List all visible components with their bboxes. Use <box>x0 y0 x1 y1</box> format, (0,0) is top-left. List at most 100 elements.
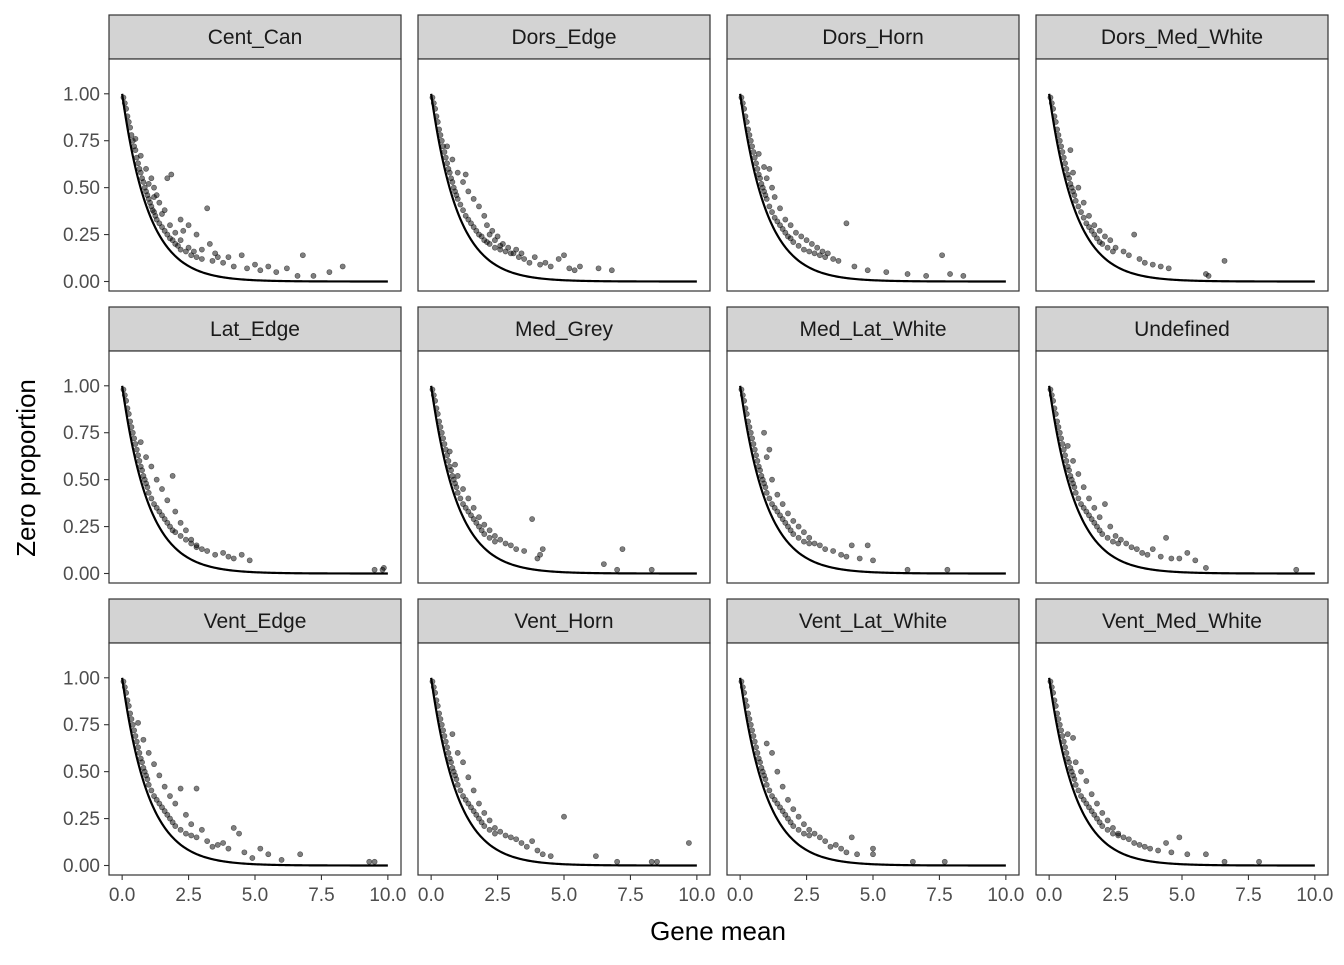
data-point <box>1059 149 1066 155</box>
data-point <box>183 536 189 543</box>
data-point <box>1051 113 1058 120</box>
data-point <box>481 810 488 816</box>
y-tick-label: 0.25 <box>63 225 100 246</box>
data-point <box>762 484 769 491</box>
data-point <box>864 267 871 274</box>
data-point <box>1055 424 1062 430</box>
data-point <box>143 454 149 461</box>
data-point <box>1136 256 1143 262</box>
data-point <box>739 392 746 399</box>
data-point <box>137 169 144 176</box>
facet-panel: Vent_Lat_White 0.0 2.5 5.0 7.5 10.0 <box>726 598 1024 906</box>
facet-strip-label: Cent_Can <box>208 26 303 49</box>
data-point <box>133 446 140 453</box>
data-point <box>854 851 860 858</box>
data-point <box>140 179 147 185</box>
data-point <box>785 796 791 803</box>
data-point <box>193 254 200 260</box>
data-point <box>230 825 237 831</box>
data-point <box>801 538 807 545</box>
data-point <box>1063 749 1070 756</box>
data-point <box>1050 689 1057 696</box>
data-point <box>457 495 464 502</box>
data-point <box>209 843 216 850</box>
data-point <box>265 851 272 858</box>
data-point <box>787 222 794 229</box>
data-point <box>619 546 626 552</box>
data-point <box>177 785 184 792</box>
data-point <box>513 246 520 253</box>
x-tick-label: 5.0 <box>1169 885 1195 906</box>
data-point <box>432 397 439 404</box>
data-point <box>1221 257 1228 264</box>
data-point <box>745 710 752 717</box>
data-point <box>534 847 541 854</box>
data-point <box>505 244 512 251</box>
data-point <box>429 678 436 685</box>
data-point <box>742 405 749 412</box>
data-point <box>547 263 554 270</box>
data-point <box>811 540 818 547</box>
data-point <box>1055 716 1062 722</box>
data-point <box>445 749 452 756</box>
data-point <box>1066 467 1072 474</box>
data-point <box>1072 759 1079 766</box>
data-point <box>172 823 179 829</box>
data-point <box>486 817 493 824</box>
data-point <box>249 855 256 861</box>
data-point <box>430 684 437 691</box>
data-point <box>1056 137 1063 144</box>
data-point <box>806 540 813 547</box>
data-point <box>1047 678 1054 685</box>
data-point <box>429 386 436 393</box>
data-point <box>904 271 911 277</box>
data-point <box>801 830 807 837</box>
data-point <box>172 508 179 515</box>
data-point <box>437 424 444 430</box>
reference-curve <box>430 677 697 867</box>
reference-curve <box>121 385 388 575</box>
data-point <box>870 845 876 852</box>
data-point <box>814 244 821 251</box>
facet-strip-label: Med_Lat_White <box>799 318 946 341</box>
facet-strip <box>417 14 711 60</box>
data-point <box>1221 858 1228 865</box>
data-point <box>779 501 786 507</box>
data-point <box>774 768 781 775</box>
reference-curve <box>739 93 1006 283</box>
data-point <box>1149 546 1156 552</box>
data-point <box>371 566 378 573</box>
data-point <box>1058 435 1064 442</box>
data-point <box>486 241 493 247</box>
data-point <box>1066 759 1072 766</box>
data-point <box>127 124 134 131</box>
data-point <box>486 534 493 541</box>
data-point <box>1120 248 1127 255</box>
data-point <box>741 397 748 404</box>
data-point <box>1096 514 1103 521</box>
data-point <box>151 194 157 200</box>
data-point <box>1184 549 1191 556</box>
data-point <box>741 689 748 696</box>
data-point <box>766 165 773 172</box>
data-point <box>1054 126 1061 133</box>
data-point <box>1078 768 1084 775</box>
data-point <box>1048 100 1055 107</box>
facet-strip-label: Vent_Lat_White <box>799 610 947 633</box>
data-point <box>159 211 165 217</box>
data-point <box>1120 834 1127 841</box>
data-point <box>172 529 179 536</box>
data-point <box>198 246 205 253</box>
data-point <box>1147 845 1154 852</box>
data-point <box>1157 263 1164 270</box>
data-point <box>124 697 131 704</box>
data-point <box>193 231 200 238</box>
data-point <box>204 838 211 844</box>
data-point <box>1051 697 1058 704</box>
data-point <box>183 830 189 837</box>
data-point <box>766 787 773 794</box>
data-point <box>518 840 525 846</box>
data-point <box>795 826 802 833</box>
data-point <box>145 489 152 496</box>
data-point <box>795 523 802 530</box>
